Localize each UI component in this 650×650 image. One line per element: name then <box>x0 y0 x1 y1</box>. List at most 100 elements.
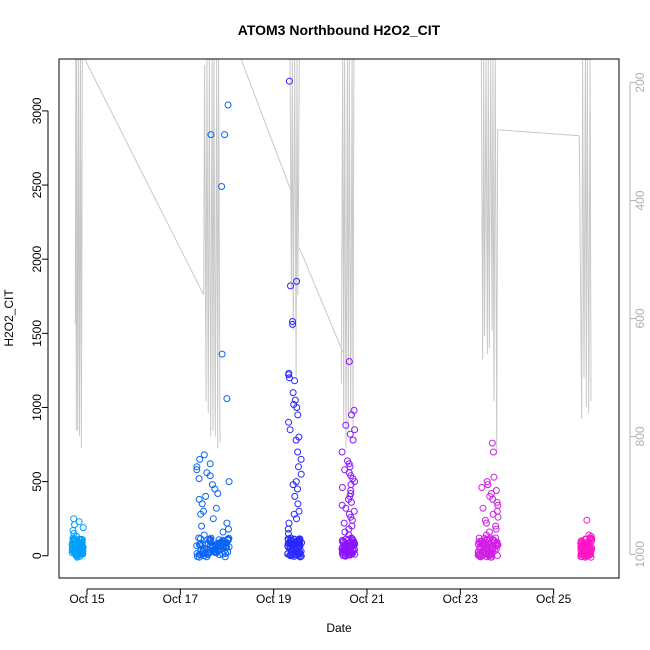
data-point <box>289 318 296 325</box>
x-tick-label: Oct 23 <box>443 592 479 606</box>
y2-tick-label: 400 <box>633 190 647 210</box>
data-point <box>478 537 486 545</box>
data-point <box>578 553 586 561</box>
data-point <box>347 490 355 497</box>
data-point <box>481 516 489 524</box>
altitude-line-segment <box>74 59 84 449</box>
data-point <box>490 473 498 481</box>
data-point <box>291 492 299 500</box>
data-point <box>196 455 204 463</box>
data-point <box>291 396 299 404</box>
data-point <box>487 490 495 497</box>
data-point <box>212 545 220 553</box>
data-point <box>348 535 356 543</box>
data-point <box>70 536 77 544</box>
data-point <box>78 535 86 543</box>
altitude-line-segment <box>289 59 300 378</box>
data-point <box>69 547 76 555</box>
data-point <box>341 551 349 559</box>
data-point <box>492 522 500 530</box>
data-point <box>285 519 293 527</box>
y2-tick-label: 1000 <box>633 541 647 568</box>
data-point <box>208 481 216 489</box>
y2-tick-label: 600 <box>633 308 647 328</box>
data-point <box>474 548 482 556</box>
data-point <box>338 484 346 491</box>
data-point <box>221 553 229 561</box>
data-point <box>207 534 215 542</box>
chart-title: ATOM3 Northbound H2O2_CIT <box>238 22 441 38</box>
data-point <box>494 501 502 509</box>
data-point <box>207 131 215 139</box>
data-point <box>219 528 227 536</box>
data-point <box>224 101 232 109</box>
data-point <box>206 460 214 468</box>
data-point <box>206 536 214 544</box>
data-point <box>294 411 302 419</box>
data-point <box>581 553 589 561</box>
y-tick-label: 2000 <box>30 246 44 273</box>
data-point <box>478 552 486 560</box>
y2-tick-label: 800 <box>633 426 647 446</box>
data-point <box>200 545 208 553</box>
data-point <box>295 433 303 441</box>
x-tick-label: Oct 21 <box>349 592 385 606</box>
scatter-points <box>68 77 596 561</box>
data-point <box>75 518 83 526</box>
data-point <box>79 524 87 532</box>
data-point <box>223 519 231 527</box>
data-point <box>350 406 358 414</box>
data-point <box>475 551 483 559</box>
x-tick-label: Oct 15 <box>69 592 105 606</box>
data-point <box>203 469 211 477</box>
altitude-line-segment <box>84 59 205 296</box>
data-point <box>218 350 226 358</box>
data-point <box>482 519 490 527</box>
data-point <box>287 552 295 560</box>
data-point <box>295 538 303 546</box>
data-point <box>215 551 223 559</box>
data-point <box>76 545 84 553</box>
data-point <box>289 320 297 328</box>
data-point <box>295 507 303 515</box>
data-point <box>290 401 298 408</box>
data-point <box>292 539 300 547</box>
data-point <box>491 537 498 545</box>
altitude-line-segment <box>240 59 296 201</box>
data-point <box>295 552 303 560</box>
data-point <box>221 540 229 548</box>
data-point <box>587 550 595 558</box>
data-point <box>200 507 207 515</box>
data-point <box>493 552 501 559</box>
data-point <box>485 528 493 536</box>
data-point <box>293 277 301 285</box>
data-point <box>297 470 305 478</box>
data-point <box>492 525 500 533</box>
y-tick-label: 0 <box>30 552 44 559</box>
data-point <box>487 544 495 552</box>
data-point <box>286 426 294 434</box>
data-point <box>212 504 220 512</box>
data-point <box>285 369 293 377</box>
altitude-line-segment <box>497 129 580 137</box>
data-point <box>345 358 353 365</box>
data-point <box>492 545 500 553</box>
data-point <box>209 515 217 523</box>
data-point <box>338 537 346 544</box>
x-tick-label: Oct 25 <box>536 592 572 606</box>
data-point <box>223 539 231 547</box>
data-point <box>285 77 293 85</box>
altitude-lines <box>74 59 592 455</box>
data-point <box>346 430 354 438</box>
data-point <box>195 475 203 483</box>
data-point <box>347 542 355 550</box>
data-point <box>223 395 231 403</box>
data-point <box>492 487 500 494</box>
data-point <box>193 466 201 474</box>
y-axis-label: H2O2_CIT <box>2 289 16 347</box>
x-tick-label: Oct 19 <box>256 592 292 606</box>
data-point <box>489 510 497 518</box>
data-point <box>478 484 486 491</box>
data-point <box>203 553 211 561</box>
data-point <box>290 535 298 543</box>
